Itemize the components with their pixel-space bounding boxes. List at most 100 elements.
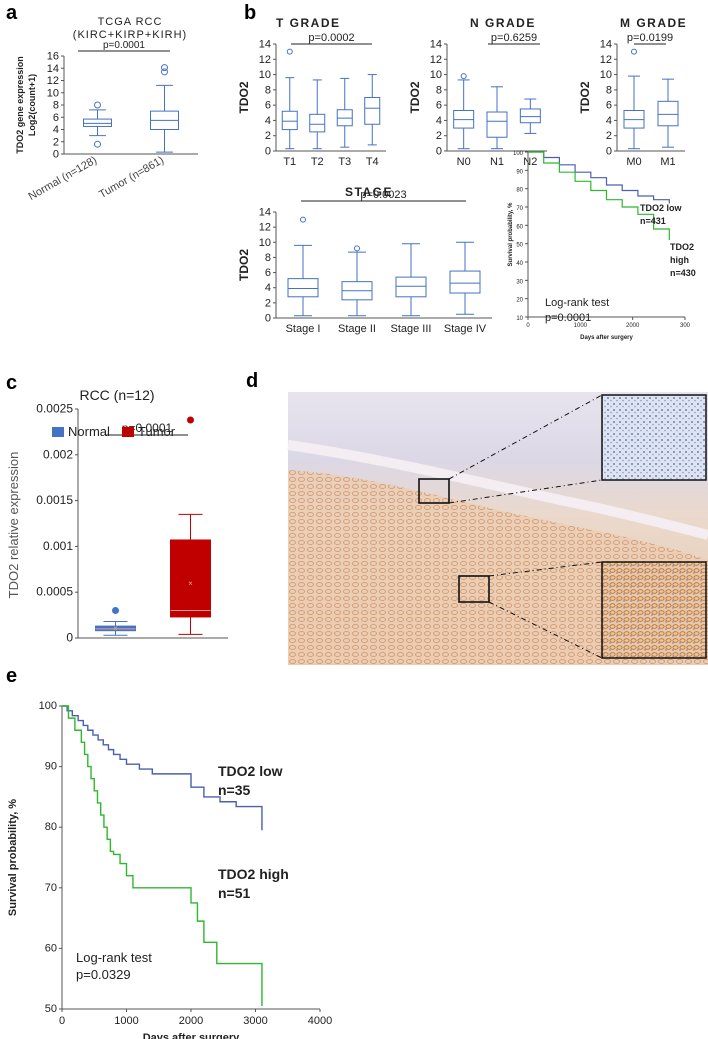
ihc-micrograph: [287, 392, 708, 665]
c-ytick-label: 0.0015: [36, 493, 73, 507]
a-outlier: [94, 140, 101, 148]
b-stage-title: STAGE: [345, 185, 393, 199]
b-km-legend-low: TDO2 low: [640, 203, 683, 213]
b-km-xtick-label: 0: [526, 323, 530, 329]
b-tgrade-title: T GRADE: [276, 16, 341, 30]
b-stage-ytick-label: 14: [259, 207, 271, 219]
a-ytick-label: 8: [53, 100, 59, 112]
b-tgrade-box-0: [281, 110, 298, 131]
b-mgrade-box-1: [657, 100, 679, 127]
b-km-ytick-label: 50: [516, 243, 523, 249]
e-test: p=0.0329: [76, 967, 131, 982]
b-km-ytick-label: 20: [516, 298, 523, 304]
b-tgrade-ytick-label: 8: [265, 84, 271, 96]
panel-letter-c: c: [6, 372, 18, 394]
b-stage-outlier: [354, 245, 360, 252]
a-ytick-label: 14: [47, 63, 59, 75]
b-mgrade-title: M GRADE: [620, 16, 687, 30]
b-km-ytick-label: 30: [516, 279, 523, 285]
b-stage-ytick-label: 2: [265, 297, 271, 309]
a-xtick-label: Tumor (n=861): [97, 154, 166, 201]
b-km-ytick-label: 100: [513, 151, 524, 157]
b-km-test: p=0.0001: [545, 312, 591, 324]
b-tgrade-ytick-label: 10: [259, 69, 271, 81]
a-outlier: [94, 101, 101, 109]
panel-letter-b: b: [244, 2, 257, 24]
c-ytick-label: 0.001: [43, 539, 73, 553]
c-ytick-label: 0: [66, 631, 73, 645]
b-mgrade-outlier: [631, 48, 637, 55]
panel-letter-a: a: [6, 2, 18, 24]
a-xtick-label: Normal (n=128): [27, 154, 99, 203]
b-ngrade-box-2: [519, 108, 541, 124]
c-mean-marker: ×: [188, 579, 193, 588]
a-ytick-label: 6: [53, 112, 59, 124]
b-tgrade-ytick-label: 0: [265, 146, 271, 158]
e-xlabel: Days after surgery: [143, 1032, 240, 1039]
b-km-legend-high: TDO2: [670, 242, 694, 252]
e-legend-low: TDO2 low: [218, 763, 283, 779]
b-tgrade-box-1: [309, 113, 326, 133]
a-ytick-label: 10: [47, 87, 59, 99]
b-ngrade-xtick-label: N1: [490, 156, 504, 168]
b-stage-outlier: [300, 216, 306, 223]
b-stage-ytick-label: 0: [265, 313, 271, 325]
b-ngrade-outlier: [460, 73, 467, 80]
b-km-ytick-label: 60: [516, 224, 523, 230]
e-xtick-label: 4000: [308, 1015, 332, 1027]
b-km-xtick-label: 2000: [626, 323, 640, 329]
a-outlier: [161, 68, 168, 76]
e-ytick-label: 100: [39, 700, 57, 712]
b-ngrade-ytick-label: 2: [436, 130, 442, 142]
b-tgrade-ytick-label: 14: [259, 39, 271, 51]
e-ytick-label: 70: [45, 882, 57, 894]
c-outlier: [112, 607, 119, 615]
e-series-1: [62, 705, 263, 1006]
b-tgrade-xtick-label: T2: [311, 156, 324, 168]
b-ngrade-ytick-label: 0: [436, 146, 442, 158]
b-mgrade-ytick-label: 14: [600, 39, 612, 51]
b-stage-ytick-label: 8: [265, 252, 271, 264]
b-stage-ylabel: TDO2: [237, 249, 251, 281]
b-mgrade-ytick-label: 12: [600, 54, 612, 66]
b-mgrade-xtick-label: M0: [626, 156, 641, 168]
b-stage-ytick-label: 10: [259, 237, 271, 249]
b-km-legend-high: high: [670, 255, 689, 265]
b-tgrade-outlier: [286, 48, 293, 55]
e-test: Log-rank test: [76, 950, 152, 965]
b-ngrade-ytick-label: 10: [430, 69, 442, 81]
b-ngrade-ytick-label: 12: [430, 54, 442, 66]
e-xtick-label: 1000: [114, 1015, 138, 1027]
e-ytick-label: 60: [45, 942, 57, 954]
a-ytick-label: 0: [53, 149, 59, 161]
b-stage-box-0: [287, 278, 319, 298]
a-ylabel: TDO2 gene expression: [15, 56, 25, 154]
b-km-xtick-label: 1000: [574, 323, 588, 329]
c-title: RCC (n=12): [79, 387, 154, 403]
a-title: (KIRC+KIRP+KIRH): [73, 29, 187, 41]
b-tgrade-xtick-label: T3: [338, 156, 351, 168]
panel-letter-e: e: [6, 665, 18, 687]
b-mgrade-ytick-label: 6: [606, 100, 612, 112]
b-ngrade-title: N GRADE: [470, 16, 536, 30]
b-km-ytick-label: 70: [516, 206, 523, 212]
c-legend-normal-swatch: [52, 427, 64, 437]
b-km-legend-low: n=431: [640, 216, 666, 226]
b-km-ytick-label: 90: [516, 169, 523, 175]
b-ngrade-xtick-label: N0: [457, 156, 471, 168]
b-stage-box-3: [449, 270, 481, 294]
c-mean-marker: ×: [113, 624, 118, 633]
b-tgrade-ytick-label: 12: [259, 54, 271, 66]
c-ytick-label: 0.002: [43, 447, 73, 461]
b-stage-xtick-label: Stage III: [391, 323, 432, 335]
b-ngrade-ytick-label: 6: [436, 100, 442, 112]
a-box-0: [83, 118, 112, 127]
c-legend-normal: Normal: [68, 424, 110, 439]
b-mgrade-xtick-label: M1: [660, 156, 675, 168]
b-km-xlabel: Days after surgery: [580, 335, 633, 341]
b-km-ytick-label: 10: [516, 316, 523, 322]
e-ytick-label: 90: [45, 761, 57, 773]
c-box-1: [170, 539, 211, 618]
e-series-0: [62, 705, 263, 831]
